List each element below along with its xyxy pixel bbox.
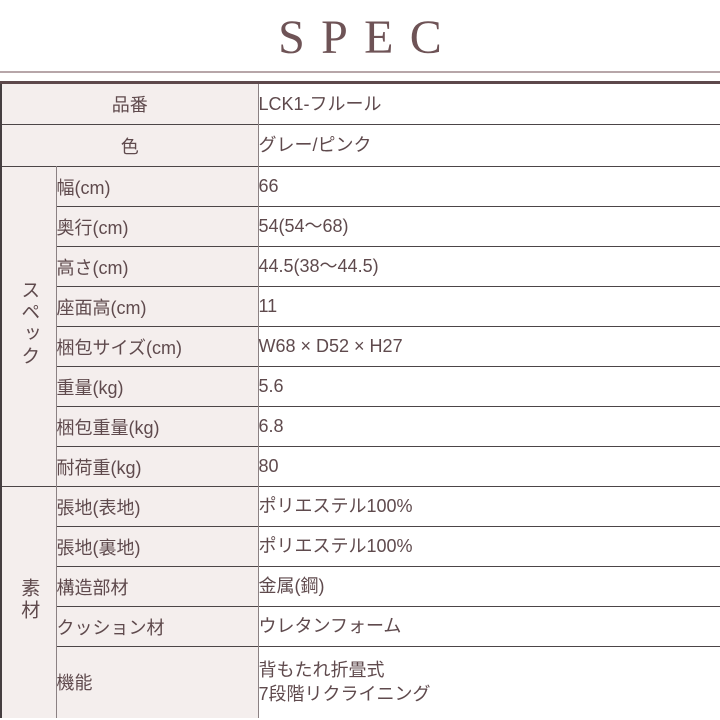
header-gap xyxy=(0,73,720,81)
spec-label: 高さ(cm) xyxy=(56,246,259,287)
spec-value: 80 xyxy=(258,446,720,487)
table-row: クッション材 ウレタンフォーム xyxy=(1,606,720,647)
spec-label: 張地(表地) xyxy=(56,486,259,527)
table-row: 梱包サイズ(cm) W68 × D52 × H27 xyxy=(1,326,720,367)
table-row: 耐荷重(kg) 80 xyxy=(1,446,720,487)
spec-value: 背もたれ折畳式 7段階リクライニング xyxy=(258,646,720,718)
spec-label: 幅(cm) xyxy=(56,166,259,207)
table-row: スペック 幅(cm) 66 xyxy=(1,166,720,487)
table-row: 奥行(cm) 54(54～68) xyxy=(1,206,720,247)
table-row: 品番 LCK1-フルール xyxy=(1,82,720,125)
spec-value: 44.5(38～44.5) xyxy=(258,246,720,287)
table-row: 高さ(cm) 44.5(38～44.5) xyxy=(1,246,720,287)
spec-label: 張地(裏地) xyxy=(56,526,259,567)
spec-label: クッション材 xyxy=(56,606,259,647)
spec-value: ポリエステル100% xyxy=(258,526,720,567)
spec-value: 54(54～68) xyxy=(258,206,720,247)
spec-value: 6.8 xyxy=(258,406,720,447)
spec-label: 梱包重量(kg) xyxy=(56,406,259,447)
section-spine-material: 素材 xyxy=(1,486,57,718)
spec-label: 構造部材 xyxy=(56,566,259,607)
header: SPEC xyxy=(0,0,720,71)
spec-value: W68 × D52 × H27 xyxy=(258,326,720,367)
table-row: 素材 張地(表地) ポリエステル100% xyxy=(1,486,720,718)
table-row: 色 グレー/ピンク xyxy=(1,124,720,167)
table-row: 梱包重量(kg) 6.8 xyxy=(1,406,720,447)
spec-value: LCK1-フルール xyxy=(258,82,720,125)
spec-table: 品番 LCK1-フルール 色 グレー/ピンク スペック 幅(cm) 66 奥行(… xyxy=(0,81,720,718)
spec-value: ウレタンフォーム xyxy=(258,606,720,647)
spec-value: ポリエステル100% xyxy=(258,486,720,527)
section-label-vertical: 素材 xyxy=(18,577,40,622)
spec-label: 梱包サイズ(cm) xyxy=(56,326,259,367)
spec-label: 座面高(cm) xyxy=(56,286,259,327)
spec-value: グレー/ピンク xyxy=(258,124,720,167)
spec-value: 66 xyxy=(258,166,720,207)
spec-label: 品番 xyxy=(1,82,259,125)
spec-label: 耐荷重(kg) xyxy=(56,446,259,487)
table-row: 張地(裏地) ポリエステル100% xyxy=(1,526,720,567)
header-divider xyxy=(0,71,720,73)
section-label-vertical: スペック xyxy=(18,280,40,368)
table-row: 重量(kg) 5.6 xyxy=(1,366,720,407)
spec-value: 5.6 xyxy=(258,366,720,407)
spec-label: 色 xyxy=(1,124,259,167)
spec-label: 奥行(cm) xyxy=(56,206,259,247)
table-row: 機能 背もたれ折畳式 7段階リクライニング xyxy=(1,646,720,718)
table-row: 構造部材 金属(鋼) xyxy=(1,566,720,607)
section-spine-spec: スペック xyxy=(1,166,57,487)
spec-label: 重量(kg) xyxy=(56,366,259,407)
spec-value: 金属(鋼) xyxy=(258,566,720,607)
spec-value: 11 xyxy=(258,286,720,327)
table-row: 座面高(cm) 11 xyxy=(1,286,720,327)
page-title: SPEC xyxy=(278,10,459,64)
spec-label: 機能 xyxy=(56,646,259,718)
